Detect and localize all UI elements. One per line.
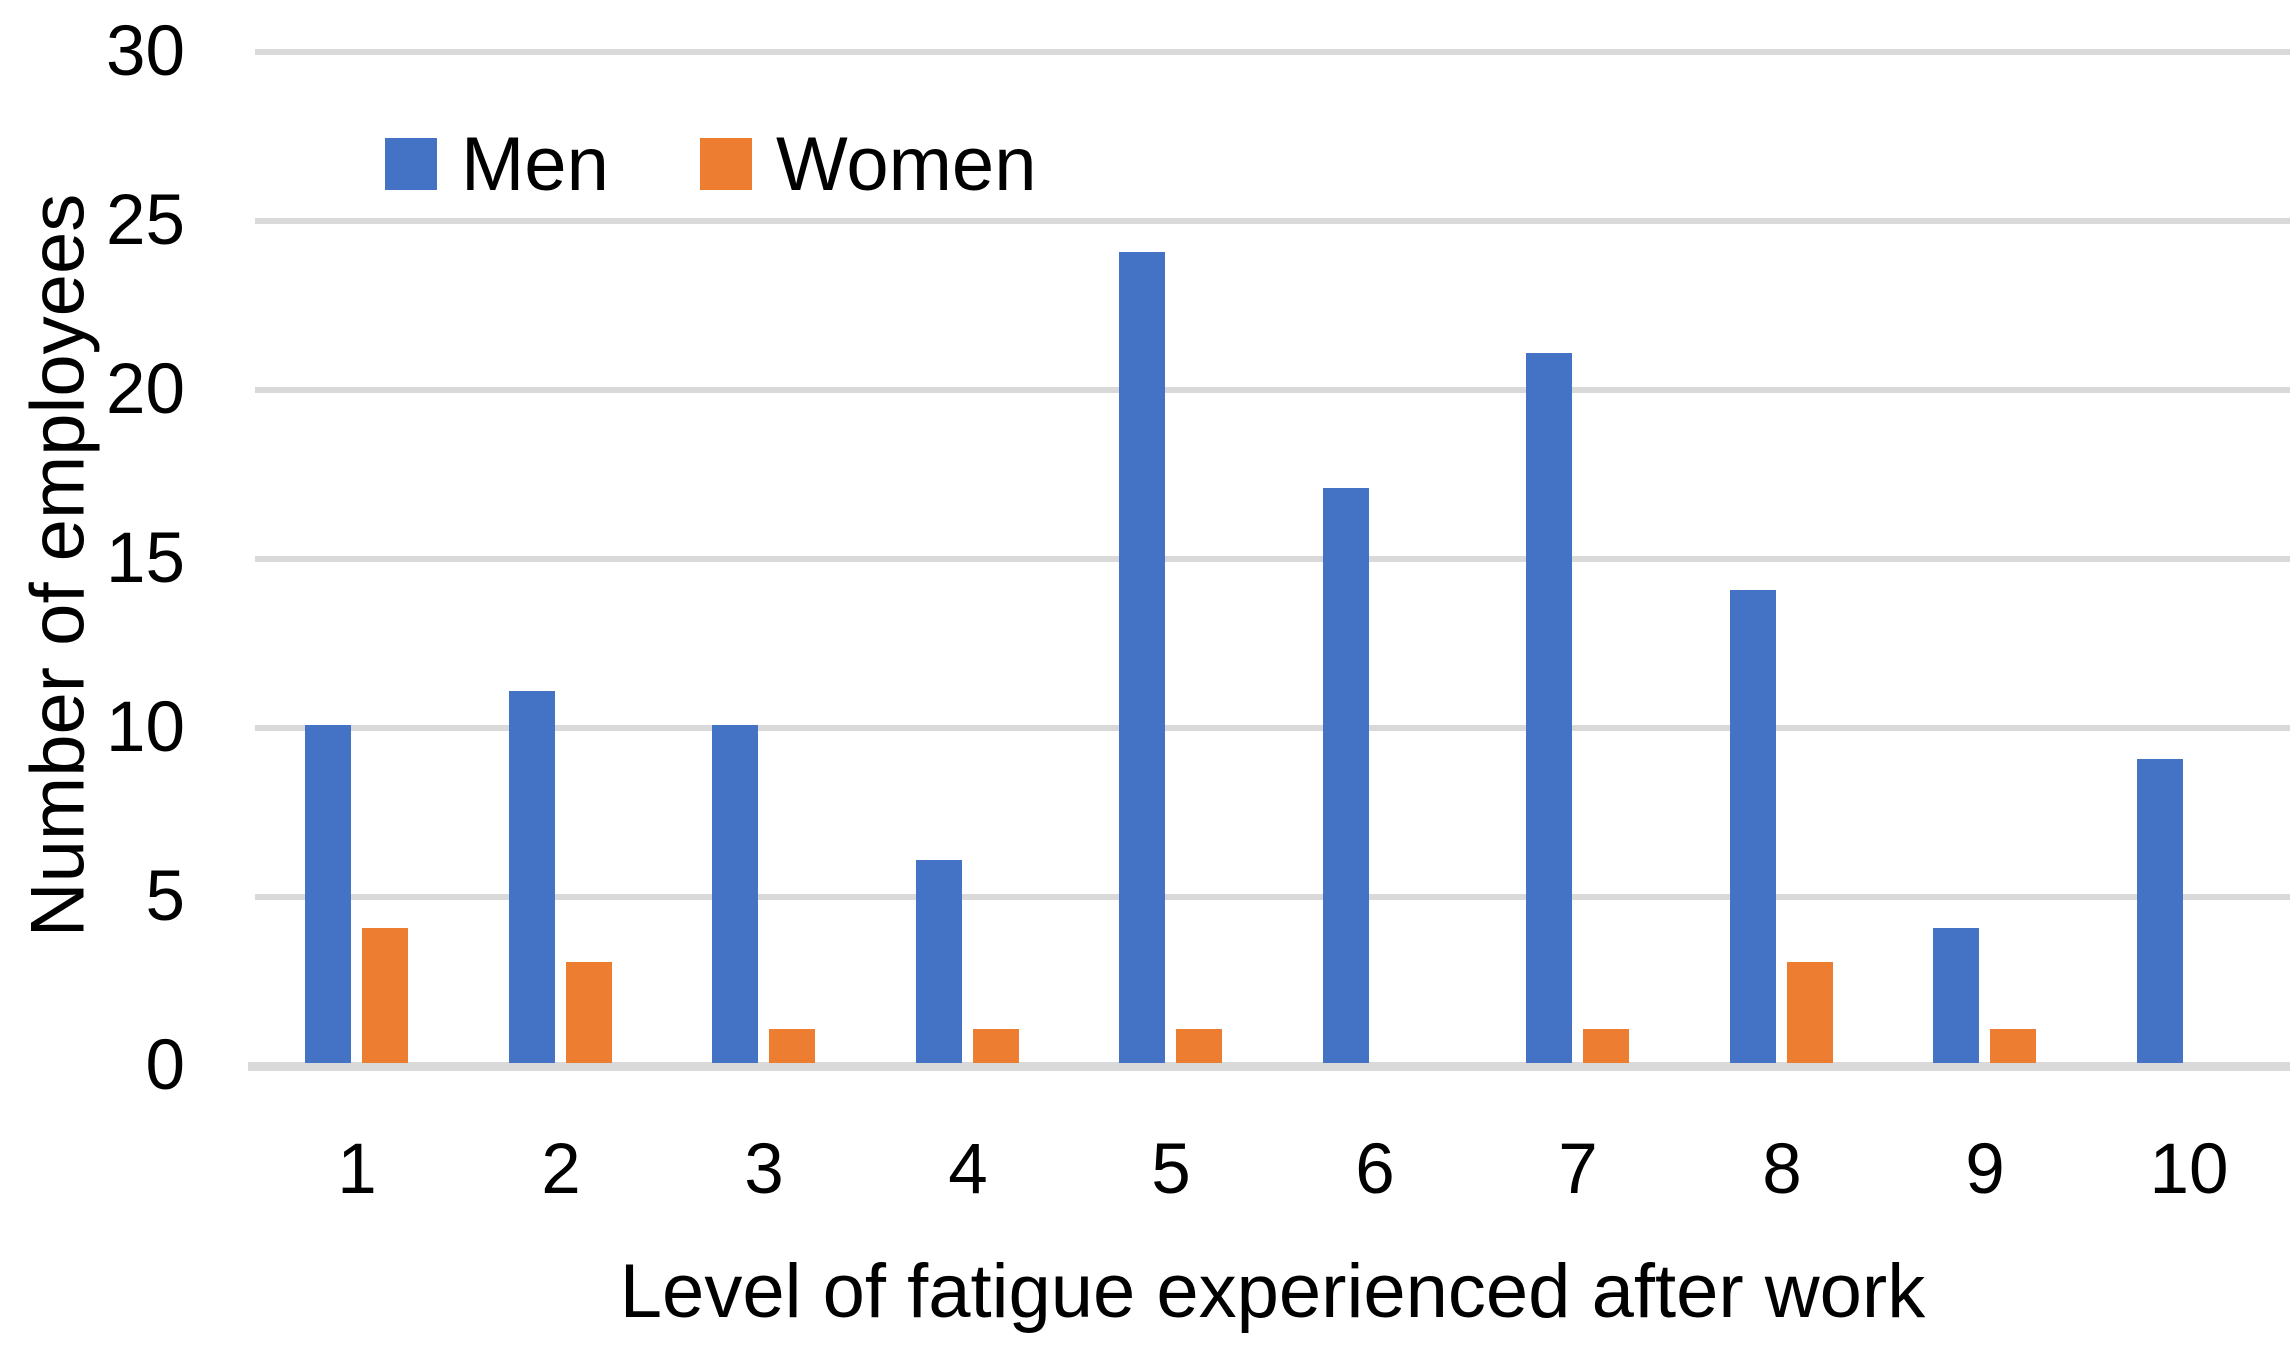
y-tick-label-30: 30 <box>106 12 185 91</box>
x-tick-label-6: 6 <box>1355 1130 1395 1209</box>
gridline-y-10 <box>255 725 2290 731</box>
x-tick-label-3: 3 <box>744 1130 784 1209</box>
bar-men-5 <box>1119 252 1165 1063</box>
x-axis-baseline <box>248 1062 2290 1071</box>
bar-women-9 <box>1990 1029 2036 1063</box>
y-tick-label-10: 10 <box>106 688 185 767</box>
gridline-y-25 <box>255 218 2290 224</box>
gridline-y-15 <box>255 556 2290 562</box>
y-tick-label-5: 5 <box>145 857 186 936</box>
legend-swatch-men-icon <box>385 138 437 190</box>
gridline-y-20 <box>255 387 2290 393</box>
legend-item-women: Women <box>700 122 1036 207</box>
bar-women-4 <box>973 1029 1019 1063</box>
bar-men-8 <box>1730 590 1776 1063</box>
bar-men-9 <box>1933 928 1979 1063</box>
gridline-y-5 <box>255 894 2290 900</box>
bar-women-5 <box>1176 1029 1222 1063</box>
bar-men-10 <box>2137 759 2183 1063</box>
bar-men-7 <box>1526 353 1572 1063</box>
y-tick-label-0: 0 <box>145 1026 186 1105</box>
gridline-y-30 <box>255 49 2290 55</box>
x-tick-label-7: 7 <box>1558 1130 1598 1209</box>
x-tick-label-5: 5 <box>1151 1130 1191 1209</box>
x-tick-label-4: 4 <box>948 1130 988 1209</box>
x-tick-label-9: 9 <box>1965 1130 2005 1209</box>
bar-men-3 <box>712 725 758 1063</box>
y-tick-label-25: 25 <box>106 181 185 260</box>
bar-women-7 <box>1583 1029 1629 1063</box>
legend-label-men: Men <box>461 121 609 207</box>
y-tick-label-15: 15 <box>106 519 185 598</box>
bar-women-8 <box>1787 962 1833 1063</box>
bar-women-2 <box>566 962 612 1063</box>
bar-women-3 <box>769 1029 815 1063</box>
bar-men-2 <box>509 691 555 1063</box>
bar-women-1 <box>362 928 408 1063</box>
x-axis-title: Level of fatigue experienced after work <box>619 1249 1926 1334</box>
x-tick-label-2: 2 <box>541 1130 581 1209</box>
x-tick-label-8: 8 <box>1762 1130 1802 1209</box>
bar-men-4 <box>916 860 962 1063</box>
x-tick-label-10: 10 <box>2149 1130 2229 1209</box>
bar-men-6 <box>1323 488 1369 1063</box>
bar-men-1 <box>305 725 351 1063</box>
legend-label-women: Women <box>776 121 1037 207</box>
legend-swatch-women-icon <box>700 138 752 190</box>
x-tick-label-1: 1 <box>337 1130 377 1209</box>
y-tick-label-20: 20 <box>106 350 185 429</box>
legend-item-men: Men <box>385 122 609 207</box>
